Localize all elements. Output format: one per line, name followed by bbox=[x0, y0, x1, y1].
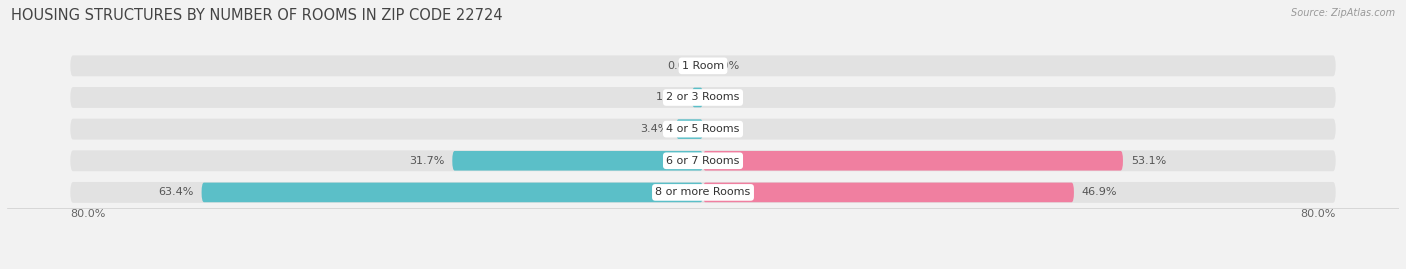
Text: 63.4%: 63.4% bbox=[159, 187, 194, 197]
Text: 0.0%: 0.0% bbox=[711, 61, 740, 71]
FancyBboxPatch shape bbox=[70, 150, 1336, 171]
FancyBboxPatch shape bbox=[70, 182, 1336, 203]
Text: HOUSING STRUCTURES BY NUMBER OF ROOMS IN ZIP CODE 22724: HOUSING STRUCTURES BY NUMBER OF ROOMS IN… bbox=[11, 8, 503, 23]
Text: 80.0%: 80.0% bbox=[70, 209, 105, 219]
Text: 6 or 7 Rooms: 6 or 7 Rooms bbox=[666, 156, 740, 166]
Text: 3.4%: 3.4% bbox=[640, 124, 668, 134]
FancyBboxPatch shape bbox=[676, 119, 703, 139]
FancyBboxPatch shape bbox=[692, 88, 703, 107]
Text: 80.0%: 80.0% bbox=[1301, 209, 1336, 219]
Text: 0.0%: 0.0% bbox=[666, 61, 695, 71]
Text: 8 or more Rooms: 8 or more Rooms bbox=[655, 187, 751, 197]
FancyBboxPatch shape bbox=[703, 183, 1074, 202]
Text: 4 or 5 Rooms: 4 or 5 Rooms bbox=[666, 124, 740, 134]
Text: 2 or 3 Rooms: 2 or 3 Rooms bbox=[666, 93, 740, 102]
Text: Source: ZipAtlas.com: Source: ZipAtlas.com bbox=[1291, 8, 1395, 18]
Text: 1.4%: 1.4% bbox=[655, 93, 685, 102]
FancyBboxPatch shape bbox=[703, 151, 1123, 171]
FancyBboxPatch shape bbox=[201, 183, 703, 202]
FancyBboxPatch shape bbox=[453, 151, 703, 171]
Text: 0.0%: 0.0% bbox=[711, 93, 740, 102]
Text: 46.9%: 46.9% bbox=[1081, 187, 1118, 197]
Text: 31.7%: 31.7% bbox=[409, 156, 444, 166]
Text: 53.1%: 53.1% bbox=[1130, 156, 1166, 166]
FancyBboxPatch shape bbox=[70, 119, 1336, 140]
FancyBboxPatch shape bbox=[70, 55, 1336, 76]
Text: 1 Room: 1 Room bbox=[682, 61, 724, 71]
Text: 0.0%: 0.0% bbox=[711, 124, 740, 134]
FancyBboxPatch shape bbox=[70, 87, 1336, 108]
